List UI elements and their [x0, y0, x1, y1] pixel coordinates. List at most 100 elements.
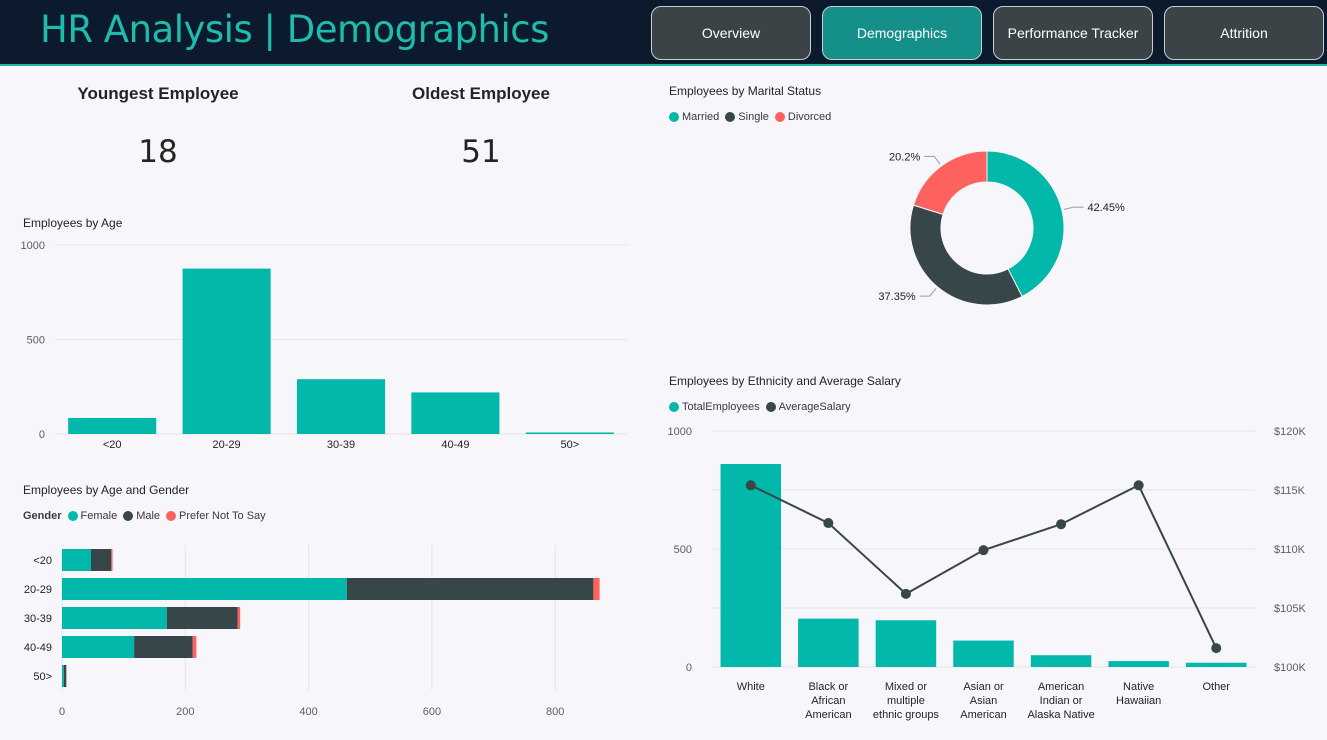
age-gender-chart-title: Employees by Age and Gender	[23, 483, 190, 497]
legend-item-married[interactable]: Married	[669, 111, 719, 123]
oldest-employee-value: 51	[461, 134, 501, 170]
donut-slice-single	[909, 204, 1023, 306]
age-gender-bar-20-male	[90, 549, 112, 571]
page-title: HR Analysis | Demographics	[40, 8, 549, 51]
ethnicity-x-tick-label: multiple	[887, 695, 925, 707]
ethnicity-y-tick-label: 0	[686, 662, 692, 674]
legend-item-average-salary[interactable]: AverageSalary	[765, 401, 851, 413]
ethnicity-bar-american-indian-or-alaska-native	[1030, 655, 1092, 667]
legend-item-prefer-not-to-say[interactable]: Prefer Not To Say	[166, 510, 266, 522]
legend-item-divorced[interactable]: Divorced	[774, 111, 832, 123]
age-bar-20	[68, 417, 157, 434]
average-salary-point-asian-or-asian-american	[978, 545, 989, 556]
youngest-employee-value: 18	[138, 134, 178, 170]
age-gender-bar-30-39-prefer-not-to-say	[237, 607, 241, 629]
ethnicity-x-tick-label: Hawaiian	[1116, 695, 1161, 707]
ethnicity-x-tick-label: American	[960, 709, 1006, 721]
ethnicity-y2-tick-label: $105K	[1274, 603, 1306, 615]
age-gender-bar-20-prefer-not-to-say	[111, 549, 113, 571]
age-x-tick-label: 40-49	[441, 439, 469, 451]
legend-label-single: Single	[738, 111, 769, 123]
age-gender-y-tick-label: 20-29	[24, 584, 52, 596]
nav-button-performance-tracker[interactable]: Performance Tracker	[993, 6, 1153, 60]
average-salary-point-mixed-or-multiple-ethnic-groups	[900, 588, 911, 599]
age-gender-y-tick-label: 30-39	[24, 613, 52, 625]
legend-label-total-employees: TotalEmployees	[682, 401, 760, 413]
ethnicity-combo-chart: 0 500 1000 $100K $105K $110K $115K $120K White Bl…	[668, 426, 1307, 721]
ethnicity-x-tick-label: African	[811, 695, 845, 707]
nav-button-overview[interactable]: Overview	[651, 6, 811, 60]
age-gender-bar-30-39-female	[62, 607, 167, 629]
ethnicity-chart-title: Employees by Ethnicity and Average Salar…	[669, 374, 901, 388]
header-bar: HR Analysis | Demographics Overview Demo…	[0, 0, 1327, 66]
age-gender-bar-40-49-female	[62, 636, 135, 658]
age-gender-bar-50-male	[63, 665, 67, 687]
age-y-tick-label: 500	[27, 335, 45, 347]
ethnicity-x-tick-label: Asian or	[963, 681, 1004, 693]
average-salary-point-white	[745, 480, 756, 491]
donut-leader-line	[919, 288, 937, 297]
ethnicity-legend: TotalEmployees AverageSalary	[669, 401, 857, 413]
legend-dot-married	[669, 112, 679, 122]
age-x-tick-label: 50>	[560, 439, 579, 451]
legend-dot-average-salary	[765, 402, 776, 412]
ethnicity-y2-tick-label: $100K	[1274, 662, 1306, 674]
ethnicity-y-tick-label: 1000	[668, 426, 692, 438]
age-gender-legend: Gender Female Male Prefer Not To Say	[23, 510, 272, 522]
age-x-tick-label: 30-39	[327, 439, 355, 451]
donut-leader-line	[1063, 206, 1084, 210]
legend-heading: Gender	[23, 510, 62, 522]
age-gender-x-tick-label: 600	[423, 706, 441, 718]
ethnicity-x-tick-label: American	[805, 709, 851, 721]
ethnicity-bar-native-hawaiian	[1108, 661, 1169, 667]
age-gender-y-tick-label: 50>	[33, 671, 52, 683]
marital-donut-chart: 42.45% 37.35% 20.2%	[878, 150, 1126, 306]
ethnicity-bar-asian-or-asian-american	[953, 640, 1014, 667]
average-salary-point-american-indian-or-alaska-native	[1056, 519, 1067, 530]
donut-data-label-single: 37.35%	[878, 291, 916, 303]
ethnicity-x-tick-label: Black or	[808, 681, 848, 693]
legend-item-single[interactable]: Single	[725, 111, 769, 123]
nav-button-demographics[interactable]: Demographics	[822, 6, 982, 60]
ethnicity-bar-black-or-african-american	[798, 618, 859, 667]
age-gender-bar-40-49-male	[134, 636, 193, 658]
age-gender-bar-40-49-prefer-not-to-say	[192, 636, 197, 658]
age-gender-x-tick-label: 800	[546, 706, 564, 718]
average-salary-point-black-or-african-american	[823, 518, 834, 529]
marital-legend: Married Single Divorced	[669, 111, 837, 123]
ethnicity-x-tick-label: Native	[1123, 681, 1154, 693]
legend-dot-male	[123, 511, 134, 521]
legend-dot-female	[67, 511, 78, 521]
age-x-tick-label: <20	[103, 439, 122, 451]
ethnicity-y2-tick-label: $110K	[1274, 544, 1306, 556]
legend-item-female[interactable]: Female	[67, 510, 118, 522]
age-gender-bar-30-39-male	[166, 607, 238, 629]
oldest-employee-title: Oldest Employee	[412, 84, 550, 103]
legend-label-divorced: Divorced	[787, 111, 832, 123]
legend-dot-total-employees	[669, 402, 679, 412]
age-y-tick-label: 1000	[21, 240, 45, 252]
legend-label-married: Married	[682, 111, 720, 123]
age-bar-40-49	[411, 392, 500, 434]
age-gender-bar-20-29-male	[346, 578, 594, 600]
ethnicity-x-tick-label: Other	[1202, 681, 1230, 693]
marital-chart-title: Employees by Marital Status	[669, 84, 822, 98]
age-gender-x-tick-label: 200	[176, 706, 194, 718]
legend-label-male: Male	[136, 510, 161, 522]
ethnicity-x-tick-label: Alaska Native	[1027, 709, 1094, 721]
legend-item-total-employees[interactable]: TotalEmployees	[669, 401, 760, 413]
legend-label-female: Female	[80, 510, 118, 522]
average-salary-point-other	[1211, 643, 1222, 654]
ethnicity-y-tick-label: 500	[674, 544, 692, 556]
legend-dot-single	[725, 112, 736, 122]
age-bar-30-39	[296, 379, 386, 434]
ethnicity-x-tick-label: ethnic groups	[873, 709, 940, 721]
age-gender-bar-chart: 0 200 400 600 800 <20 20-29 30-39 40-49 50>	[24, 545, 600, 718]
donut-slice-married	[986, 150, 1065, 298]
age-gender-bar-20-female	[62, 549, 91, 571]
donut-data-label-married: 42.45%	[1088, 202, 1126, 214]
legend-item-male[interactable]: Male	[123, 510, 160, 522]
donut-leader-line	[924, 155, 941, 165]
nav-button-attrition[interactable]: Attrition	[1164, 6, 1324, 60]
youngest-employee-title: Youngest Employee	[77, 84, 239, 103]
